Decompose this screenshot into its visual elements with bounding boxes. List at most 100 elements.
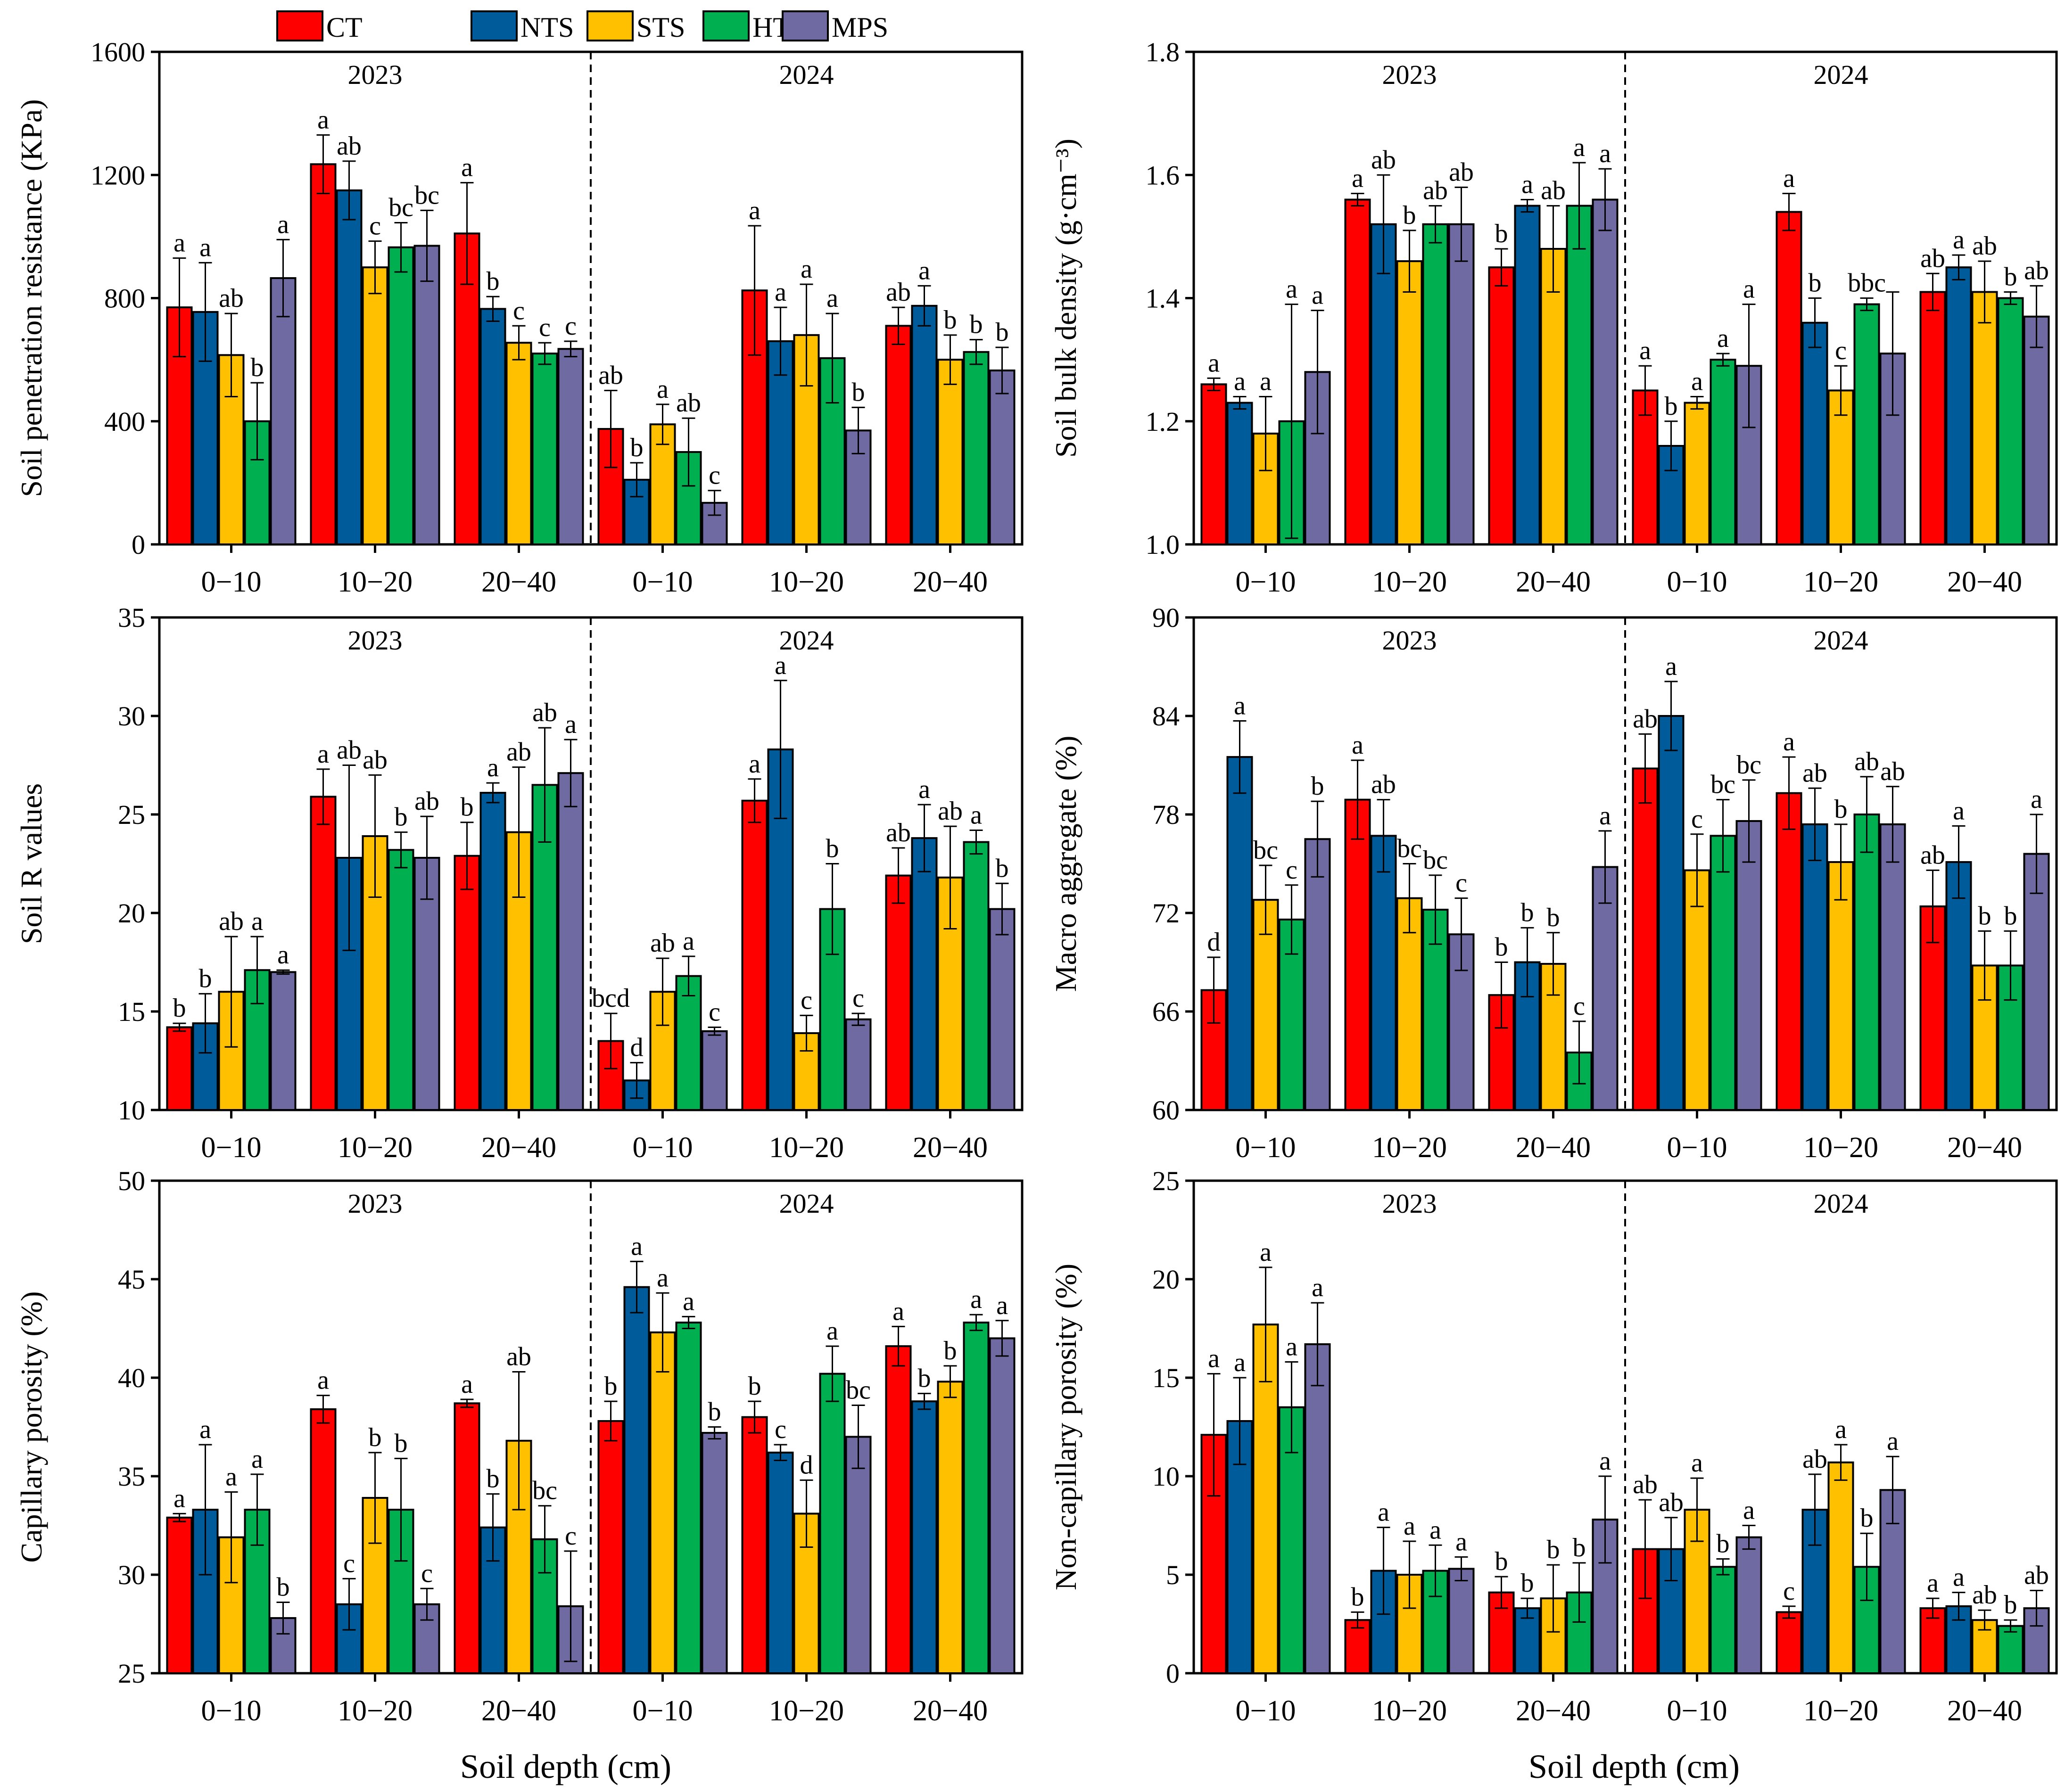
x-tick-label: 0−10 [1236, 566, 1296, 598]
bar-mps [557, 348, 584, 545]
significance-letter: b [369, 1423, 382, 1452]
significance-letter: c [1783, 1577, 1795, 1606]
bar-nts [1801, 823, 1828, 1111]
y-axis-title: Soil penetration resistance (KPa) [15, 99, 48, 497]
bar-nts [623, 1286, 650, 1674]
bar-mps [270, 971, 297, 1111]
y-axis-title: Non-capillary porosity (%) [1049, 1264, 1082, 1590]
significance-letter: b [487, 267, 500, 296]
y-tick-label: 90 [1152, 602, 1180, 633]
bar-ct [885, 325, 912, 545]
significance-letter: a [657, 375, 669, 404]
bar-sts [1540, 248, 1567, 545]
x-tick-label: 10−20 [338, 1132, 413, 1164]
bar-ct [166, 1516, 193, 1675]
y-tick-label: 15 [1152, 1363, 1180, 1393]
x-axis-title-right: Soil depth (cm) [1528, 1748, 1740, 1785]
significance-letter: ab [363, 745, 388, 774]
bar-sts [1827, 1461, 1854, 1674]
significance-letter: b [1834, 795, 1848, 824]
significance-letter: b [1860, 1504, 1874, 1533]
y-tick-label: 1200 [91, 160, 145, 190]
legend: CT NTS STS HTS MPS [276, 10, 888, 43]
y-axis-title: Soil R values [15, 783, 48, 944]
panel-1: 0 400 800 1200 1600 0−10 10−20 20−40 0−10 10−20 20… [15, 37, 1024, 598]
y-tick-label: 20 [1152, 1264, 1180, 1295]
bar-ct [885, 1345, 912, 1675]
year-label-2024: 2024 [1814, 1188, 1868, 1219]
year-label-2024: 2024 [779, 59, 834, 90]
panel-4: 60 66 72 78 84 90 0−10 10−20 20−40 0−10 10−20 20−40… [1049, 602, 2058, 1164]
significance-letter: a [1521, 170, 1533, 199]
x-tick-label: 0−10 [201, 566, 262, 598]
y-tick-label: 1.4 [1146, 283, 1180, 314]
bar-nts [911, 304, 938, 545]
significance-letter: ab [1371, 145, 1396, 174]
significance-letter: ab [1371, 770, 1396, 799]
significance-letter: c [513, 296, 525, 325]
significance-letter: a [1260, 367, 1272, 396]
significance-letter: a [1599, 1447, 1611, 1476]
significance-letter: a [317, 740, 329, 769]
bar-hts [963, 351, 990, 545]
significance-letter: ab [1972, 1580, 1997, 1610]
significance-letter: b [996, 854, 1009, 883]
significance-letter: a [970, 800, 982, 830]
significance-letter: b [1495, 219, 1508, 248]
bar-hts [1997, 1625, 2024, 1674]
bar-sts [1971, 291, 1998, 545]
significance-letter: a [826, 284, 838, 313]
significance-letter: c [1455, 869, 1467, 898]
significance-letter: a [565, 710, 577, 739]
year-label-2024: 2024 [1814, 625, 1868, 656]
x-tick-label: 20−40 [1947, 1695, 2022, 1727]
bar-hts [963, 1321, 990, 1674]
significance-letter: b [1311, 772, 1324, 801]
significance-letter: bc [846, 1376, 871, 1405]
significance-letter: a [1887, 1427, 1899, 1456]
year-label-2023: 2023 [348, 1188, 403, 1219]
significance-letter: a [1208, 1344, 1220, 1373]
significance-letter: a [892, 1297, 904, 1326]
year-label-2023: 2023 [1382, 625, 1437, 656]
significance-letter: ab [337, 736, 362, 765]
y-tick-label: 10 [1152, 1461, 1180, 1492]
significance-letter: a [1312, 281, 1323, 310]
significance-letter: a [1234, 1348, 1246, 1377]
significance-letter: a [461, 153, 473, 182]
significance-letter: b [1573, 1533, 1586, 1562]
bar-nts [1945, 266, 1972, 545]
significance-letter: c [1573, 992, 1585, 1021]
x-tick-label: 10−20 [338, 1695, 413, 1727]
significance-letter: a [683, 927, 694, 956]
y-axis-title: Soil bulk density (g·cm⁻³) [1049, 139, 1082, 458]
bar-mps [1735, 820, 1762, 1111]
significance-letter: b [1351, 1582, 1364, 1611]
significance-letter: ab [1802, 758, 1827, 788]
significance-letter: c [852, 984, 864, 1013]
x-tick-label: 10−20 [1803, 566, 1878, 598]
bar-hts [1566, 205, 1593, 545]
significance-letter: bc [532, 1476, 557, 1505]
significance-letter: c [709, 461, 720, 490]
y-axis-title: Macro aggregate (%) [1049, 736, 1082, 992]
significance-letter: a [1691, 367, 1703, 396]
significance-letter: a [199, 1415, 211, 1444]
y-axis-title: Capillary porosity (%) [15, 1291, 48, 1563]
bar-mps [1448, 223, 1475, 545]
bar-hts [819, 357, 846, 545]
significance-letter: b [944, 305, 957, 335]
significance-letter: b [1547, 903, 1560, 932]
bar-mps [1448, 1568, 1475, 1674]
bar-hts [675, 1321, 702, 1674]
y-tick-label: 5 [1166, 1560, 1180, 1590]
significance-letter: ab [1423, 176, 1448, 206]
bar-hts [819, 1373, 846, 1674]
significance-letter: b [277, 1573, 290, 1602]
significance-letter: b [461, 793, 474, 822]
significance-letter: a [1429, 1515, 1441, 1545]
significance-letter: ab [1880, 757, 1905, 786]
significance-letter: b [1809, 269, 1822, 298]
bar-nts [1514, 205, 1541, 545]
